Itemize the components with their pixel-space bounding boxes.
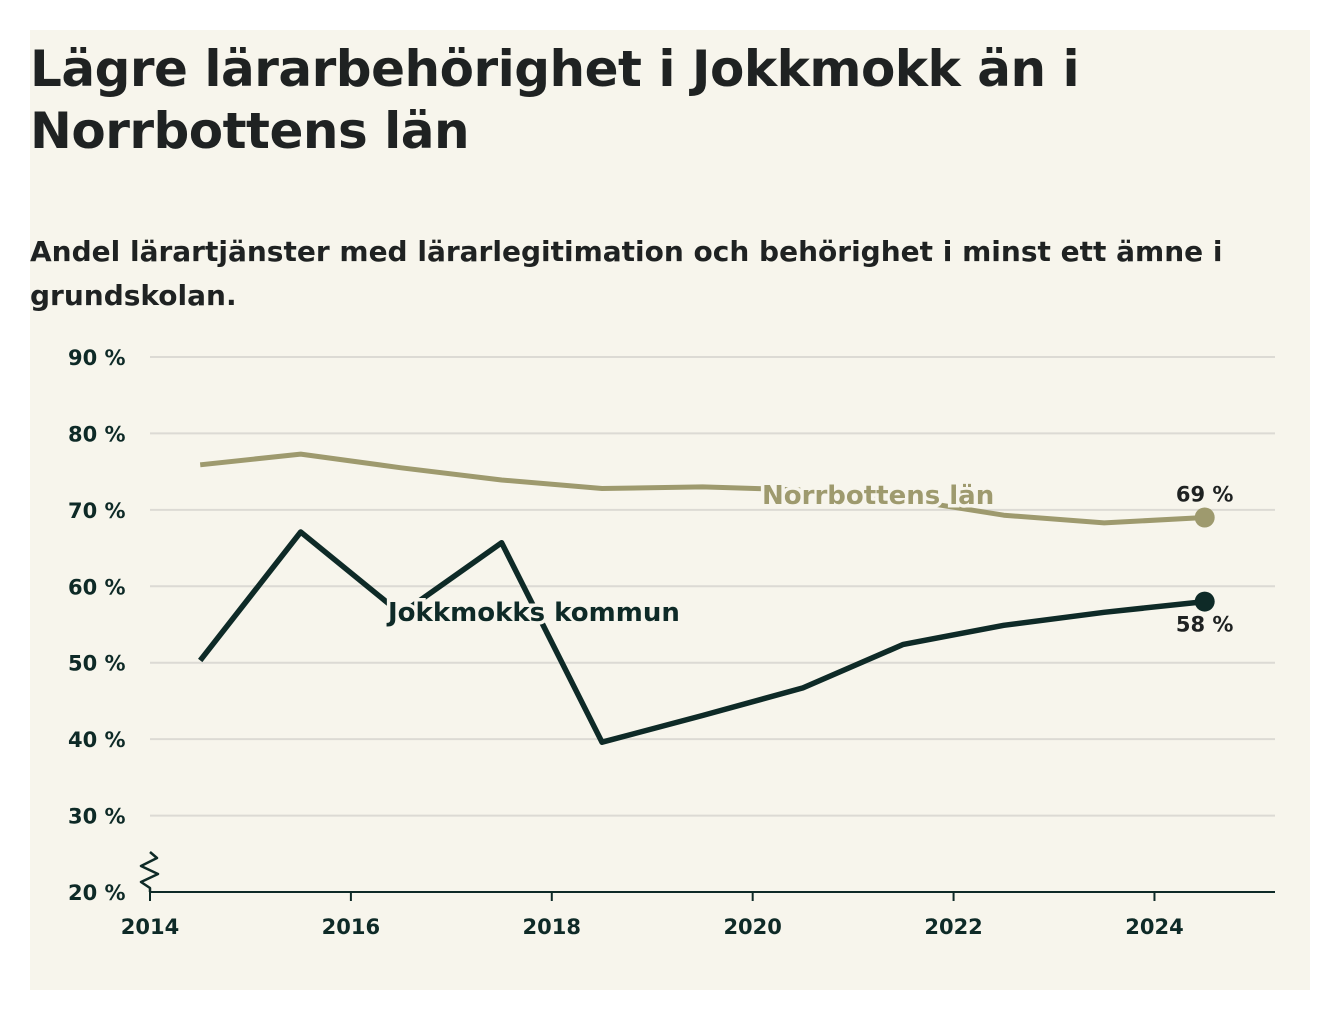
x-tick-label: 2014: [121, 915, 179, 939]
gridlines: [150, 356, 1275, 817]
x-tick-label: 2018: [523, 915, 581, 939]
x-tick-label: 2022: [924, 915, 982, 939]
y-tick-label: 50 %: [68, 652, 126, 676]
series-line-jokkmokk: [198, 529, 1205, 745]
end-point-marker: [1194, 507, 1215, 528]
axis-break-icon: [139, 851, 160, 892]
y-tick-label: 30 %: [68, 805, 126, 829]
end-value-label: 58 %: [1176, 613, 1234, 637]
y-tick-label: 20 %: [68, 881, 126, 905]
y-tick-label: 80 %: [68, 422, 126, 446]
y-tick-label: 60 %: [68, 575, 126, 599]
x-tick-label: 2024: [1125, 915, 1183, 939]
series-line-norrbotten: [199, 451, 1205, 526]
y-axis-tick-labels: 20 % 30 % 40 % 50 % 60 % 70 % 80 % 90 %: [68, 346, 126, 905]
x-tick-label: 2016: [322, 915, 380, 939]
y-tick-label: 90 %: [68, 346, 126, 370]
end-value-label: 69 %: [1176, 483, 1234, 507]
x-axis: 2014 2016 2018 2020 2022 2024: [121, 851, 1275, 939]
chart-subtitle: Andel lärartjänster med lärarlegitimatio…: [30, 235, 1223, 312]
series-labels: 69 % 58 % Norrbottens län Jokkmokks kommun: [383, 478, 1234, 637]
series-label-norrbotten: Norrbottens län: [762, 481, 994, 511]
series-label-jokkmokk: Jokkmokks kommun: [386, 598, 680, 628]
y-tick-label: 70 %: [68, 499, 126, 523]
y-tick-label: 40 %: [68, 728, 126, 752]
series-lines: [198, 451, 1215, 745]
x-tick-label: 2020: [723, 915, 781, 939]
chart-title: Lägre lärarbehörighet i Jokkmokk än i No…: [30, 40, 1080, 160]
end-point-marker: [1194, 591, 1215, 612]
